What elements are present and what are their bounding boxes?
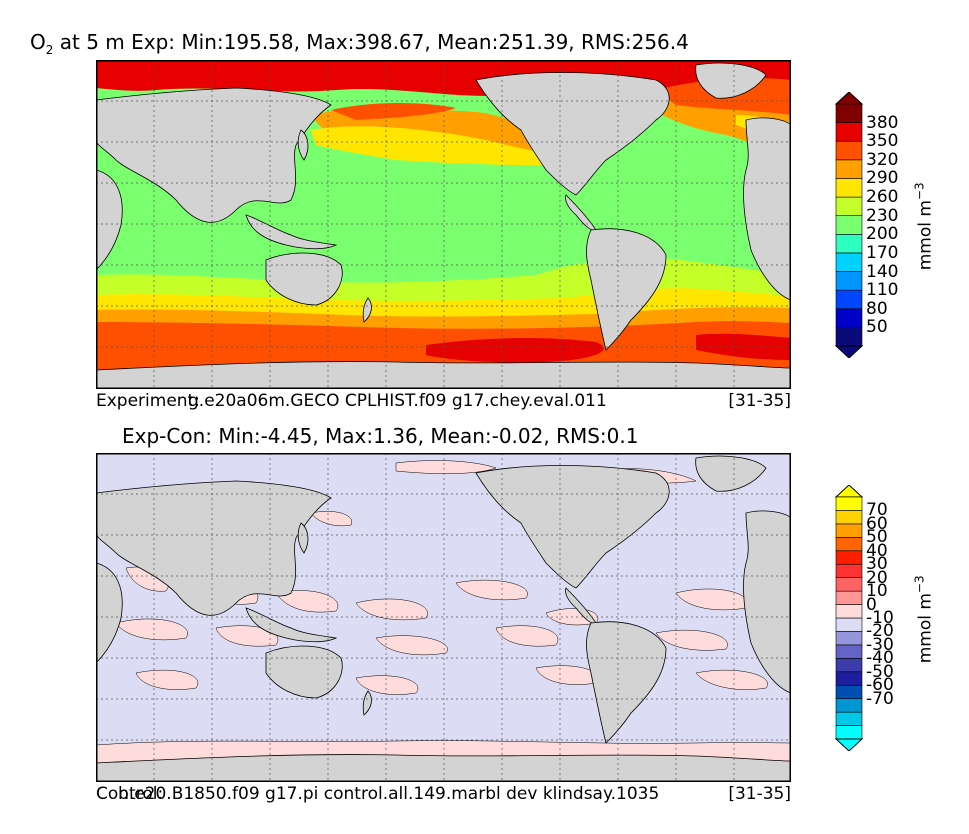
top-caption-label: Experiment: <box>96 391 200 411</box>
top-colorbar-cell <box>835 252 863 272</box>
top-colorbar-tick: 320 <box>866 149 899 170</box>
bottom-colorbar-tick: -70 <box>866 688 894 709</box>
top-colorbar-tick: 260 <box>866 187 899 208</box>
bottom-colorbar-cell <box>835 644 863 659</box>
top-colorbar-cell <box>835 308 863 328</box>
top-colorbar-cell <box>835 289 863 310</box>
top-colorbar-cell <box>835 215 863 235</box>
bottom-colorbar-cell <box>835 550 863 565</box>
bottom-colorbar-cell <box>835 510 863 525</box>
bottom-colorbar-tick: 20 <box>866 567 888 588</box>
top-colorbar-cell <box>835 140 863 161</box>
top-colorbar-tick: 140 <box>866 261 899 282</box>
top-colorbar-cell <box>835 178 863 198</box>
top-colorbar-tick: 170 <box>866 242 899 263</box>
bottom-colorbar-tick: 0 <box>866 594 877 615</box>
bottom-colorbar-tick: 50 <box>866 527 888 548</box>
bottom-colorbar-cell <box>835 658 863 673</box>
bottom-colorbar-cell <box>835 523 863 538</box>
top-caption-years: [31-35] <box>728 391 791 411</box>
bottom-colorbar-cell <box>835 537 863 552</box>
top-colorbar-tick: 290 <box>866 168 899 189</box>
bottom-colorbar-tick: -10 <box>866 608 894 628</box>
bottom-colorbar-cell <box>835 698 863 713</box>
top-caption-case: g.e20a06m.GECO CPLHIST.f09 g17.chey.eval… <box>188 391 607 411</box>
bottom-colorbar-cell <box>835 577 863 592</box>
bottom-colorbar-cell <box>835 671 863 686</box>
top-colorbar-cell <box>835 103 863 123</box>
top-colorbar-cell <box>835 271 863 291</box>
bottom-colorbar-cell <box>835 725 863 740</box>
top-colorbar-tick: 350 <box>866 131 899 152</box>
top-colorbar-cell <box>835 327 863 347</box>
bottom-colorbar-units: mmol m−3 <box>912 575 936 664</box>
top-colorbar-tick: 50 <box>866 317 888 338</box>
bottom-colorbar-cell <box>835 711 863 726</box>
top-colorbar <box>834 92 864 358</box>
top-colorbar-tick: 380 <box>866 112 899 133</box>
top-colorbar-cell <box>835 234 863 254</box>
top-colorbar-units: mmol m−3 <box>912 182 936 271</box>
bottom-colorbar-tick: 60 <box>866 513 888 534</box>
bottom-caption-label: Control: <box>96 784 164 804</box>
top-colorbar-tick: 200 <box>866 224 899 245</box>
bottom-colorbar-cell <box>835 590 863 605</box>
bottom-colorbar-cell <box>835 631 863 646</box>
bottom-colorbar-tick: -60 <box>866 675 894 696</box>
top-colorbar-cell <box>835 159 863 179</box>
bottom-map <box>96 453 791 782</box>
bottom-caption-years: [31-35] <box>728 784 791 804</box>
bottom-colorbar-tick: 40 <box>866 540 888 561</box>
bottom-colorbar-cell <box>835 604 863 619</box>
bottom-colorbar-tick: 70 <box>866 500 888 521</box>
top-colorbar-tick: 80 <box>866 298 888 319</box>
bottom-colorbar-cell <box>835 684 863 699</box>
bottom-colorbar-tick: -50 <box>866 661 894 682</box>
top-colorbar-cell <box>835 122 863 142</box>
bottom-colorbar-tick: 10 <box>866 581 888 602</box>
top-colorbar-tick: 230 <box>866 205 899 226</box>
bottom-colorbar-cell <box>835 496 863 511</box>
bottom-colorbar-cell <box>835 563 863 578</box>
bottom-colorbar-cell <box>835 617 863 632</box>
bottom-colorbar-tick: -30 <box>866 634 894 655</box>
bottom-colorbar-tick: 30 <box>866 554 888 575</box>
bottom-caption-case: b.e20.B1850.f09 g17.pi control.all.149.m… <box>118 784 660 804</box>
bottom-colorbar <box>834 485 864 751</box>
top-map <box>96 60 791 389</box>
top-colorbar-cell <box>835 196 863 216</box>
bottom-colorbar-tick: -40 <box>866 648 894 669</box>
bottom-colorbar-tick: -20 <box>866 621 894 642</box>
top-colorbar-tick: 110 <box>866 280 899 301</box>
bottom-title: Exp-Con: Min:-4.45, Max:1.36, Mean:-0.02… <box>122 424 639 448</box>
top-title: O2 at 5 m Exp: Min:195.58, Max:398.67, M… <box>30 30 689 57</box>
